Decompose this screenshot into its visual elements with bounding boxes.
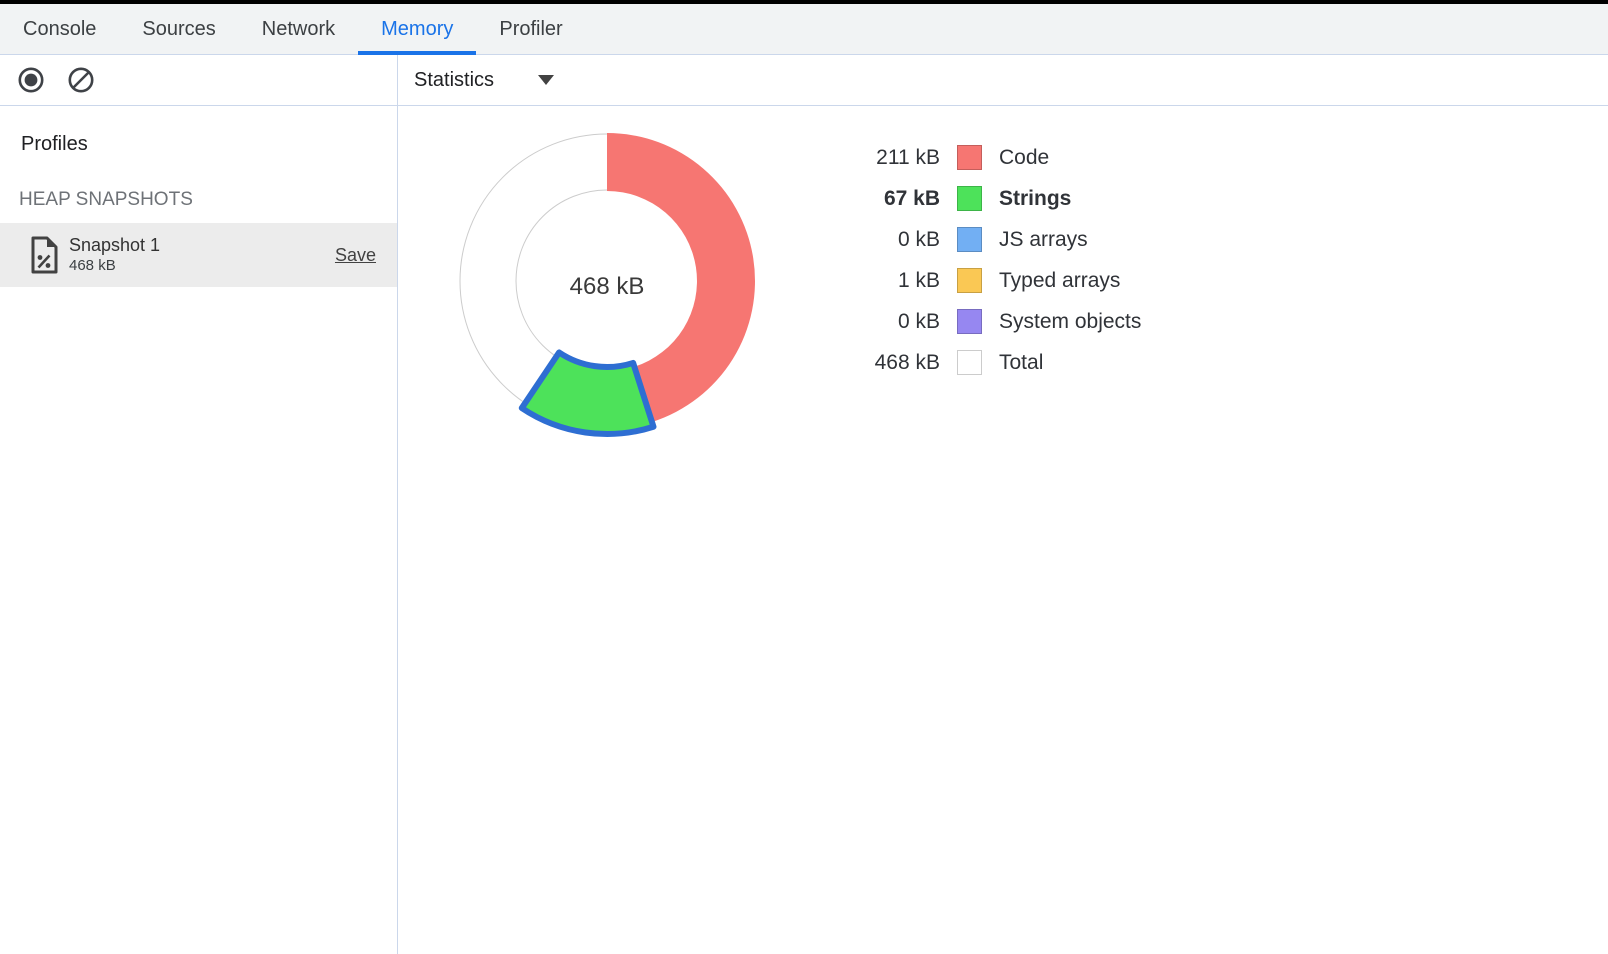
legend-value: 468 kB (874, 350, 940, 374)
heap-snapshots-section-title: HEAP SNAPSHOTS (19, 189, 193, 210)
heap-snapshot-item[interactable]: Snapshot 1 468 kB Save (0, 223, 397, 287)
legend-value: 0 kB (897, 227, 940, 251)
profiles-title: Profiles (21, 133, 88, 155)
legend-swatch (957, 227, 982, 252)
tab-label: Sources (142, 17, 216, 40)
caret-down-icon (538, 75, 555, 85)
toolbar-right: Statistics (398, 55, 1608, 105)
devtools-tab-bar: Console Sources Network Memory Profiler (0, 4, 1608, 55)
snapshot-text: Snapshot 1 468 kB (69, 235, 160, 275)
clear-profiles-button[interactable] (67, 66, 95, 94)
legend-label: Typed arrays (999, 268, 1121, 292)
legend-label: Total (999, 350, 1044, 374)
snapshot-title: Snapshot 1 (69, 235, 161, 255)
legend-swatch (957, 350, 982, 375)
view-mode-label: Statistics (414, 68, 495, 91)
legend-row-total[interactable]: 468 kB Total (854, 342, 1141, 383)
donut-center-label: 468 kB (569, 273, 645, 300)
toolbar: Statistics (0, 55, 1608, 106)
donut-slice-strings[interactable] (518, 349, 657, 437)
legend-row-system-objects[interactable]: 0 kB System objects (854, 301, 1141, 342)
tab-label: Network (261, 17, 336, 40)
legend-row-typed-arrays[interactable]: 1 kB Typed arrays (854, 260, 1141, 301)
snapshot-size: 468 kB (69, 257, 116, 274)
panel-body: Profiles HEAP SNAPSHOTS Snapshot 1 468 k… (0, 106, 1608, 954)
tab-label: Memory (381, 17, 454, 40)
tab-label: Profiler (499, 17, 563, 40)
legend-swatch (957, 186, 982, 211)
toolbar-left (0, 55, 398, 105)
legend-row-js-arrays[interactable]: 0 kB JS arrays (854, 219, 1141, 260)
save-link[interactable]: Save (334, 244, 376, 265)
legend-swatch (957, 268, 982, 293)
legend-value: 1 kB (897, 268, 940, 292)
view-mode-dropdown[interactable]: Statistics (406, 65, 562, 96)
legend-label: System objects (999, 309, 1142, 333)
tab-console[interactable]: Console (0, 4, 119, 54)
statistics-panel: 468 kB 211 kB Code 67 kB Strings 0 kB JS… (398, 106, 1608, 954)
donut-slice-code[interactable] (607, 133, 756, 422)
legend-value: 67 kB (883, 186, 940, 210)
legend-label: Strings (999, 186, 1072, 210)
legend-row-strings[interactable]: 67 kB Strings (854, 178, 1141, 219)
legend-value: 211 kB (876, 145, 940, 169)
tab-label: Console (23, 17, 97, 40)
record-icon (18, 67, 44, 93)
memory-donut-chart (459, 133, 756, 437)
tab-profiler[interactable]: Profiler (476, 4, 585, 54)
legend-label: JS arrays (999, 227, 1088, 251)
top-strip (0, 0, 1608, 4)
tab-memory[interactable]: Memory (358, 4, 477, 55)
legend-swatch (957, 145, 982, 170)
legend-label: Code (999, 145, 1050, 169)
profiles-sidebar: Profiles HEAP SNAPSHOTS Snapshot 1 468 k… (0, 106, 398, 954)
tab-network[interactable]: Network (239, 4, 358, 54)
legend-value: 0 kB (897, 309, 940, 333)
tab-sources[interactable]: Sources (119, 4, 238, 54)
chart-legend: 211 kB Code 67 kB Strings 0 kB JS arrays… (854, 137, 1141, 383)
document-percent-icon (28, 236, 60, 274)
block-icon (68, 67, 94, 93)
legend-row-code[interactable]: 211 kB Code (854, 137, 1141, 178)
record-heap-snapshot-button[interactable] (17, 66, 45, 94)
active-tab-underline (358, 51, 477, 55)
legend-swatch (957, 309, 982, 334)
